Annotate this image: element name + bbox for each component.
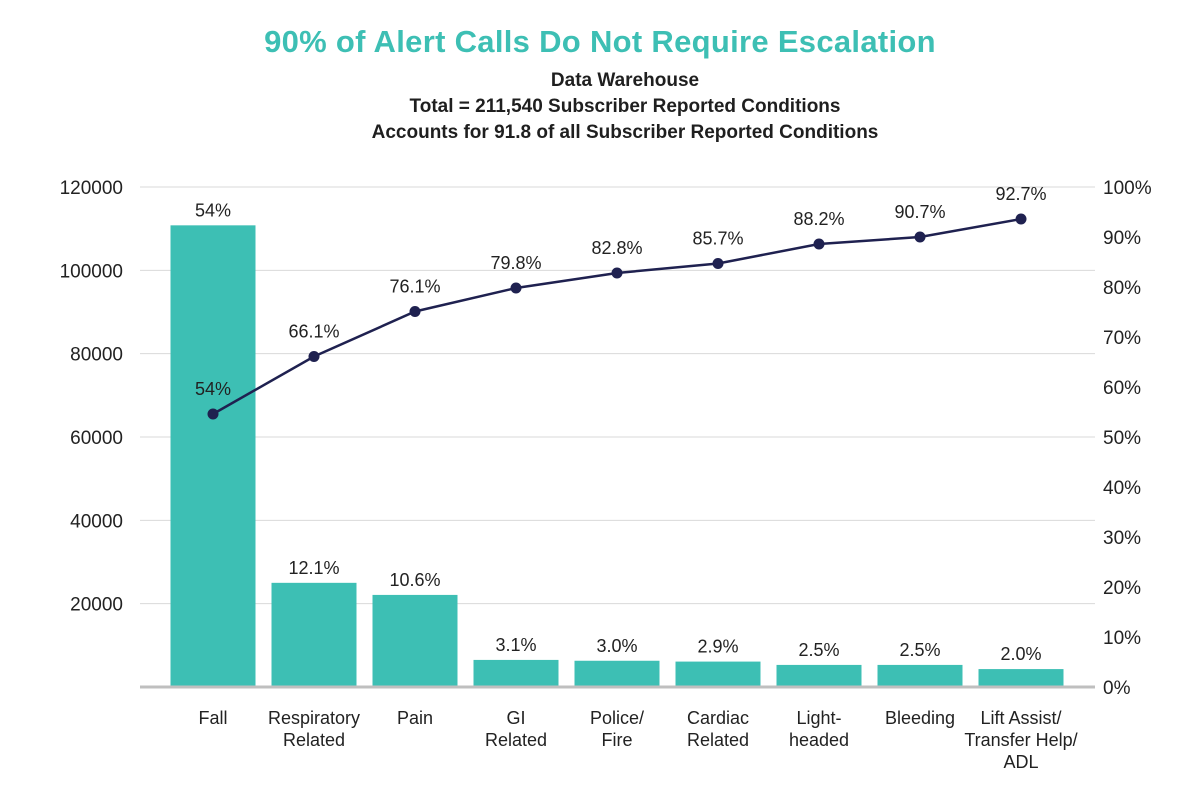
y-left-tick-label: 20000 — [70, 595, 123, 616]
bar — [978, 669, 1064, 687]
bar-data-label: 2.0% — [1000, 644, 1041, 664]
bar-data-label: 2.5% — [899, 640, 940, 660]
x-category-label: GI Related — [485, 708, 547, 750]
bar — [170, 225, 256, 688]
bar-data-label: 2.5% — [798, 640, 839, 660]
x-category-label: Light-headed — [789, 708, 849, 750]
line-point — [1015, 213, 1027, 225]
bar — [372, 594, 458, 687]
y-right-tick-label: 0% — [1103, 678, 1131, 699]
line-data-label: 54% — [195, 379, 231, 399]
y-right-tick-label: 70% — [1103, 328, 1141, 349]
line-point — [914, 231, 926, 243]
bar — [877, 664, 963, 687]
line-data-label: 66.1% — [288, 322, 339, 342]
line-data-label: 82.8% — [591, 238, 642, 258]
x-category-label: Pain — [397, 708, 433, 728]
bar-data-label: 10.6% — [389, 570, 440, 590]
y-left-tick-label: 120000 — [60, 178, 123, 199]
y-left-tick-label: 80000 — [70, 345, 123, 366]
y-right-tick-label: 100% — [1103, 178, 1152, 199]
bar-data-label: 54% — [195, 200, 231, 220]
x-category-label: Lift Assist/Transfer Help/ADL — [964, 708, 1077, 772]
y-left-tick-label: 100000 — [60, 261, 123, 282]
line-data-label: 85.7% — [692, 229, 743, 249]
line-data-label: 76.1% — [389, 277, 440, 297]
y-left-tick-label: 60000 — [70, 428, 123, 449]
y-right-tick-label: 40% — [1103, 478, 1141, 499]
x-category-label: Cardiac Related — [687, 708, 749, 750]
y-right-tick-label: 90% — [1103, 228, 1141, 249]
x-category-label: Fall — [198, 708, 227, 728]
line-point — [813, 238, 825, 250]
y-right-tick-label: 30% — [1103, 528, 1141, 549]
bar — [675, 661, 761, 687]
line-point — [712, 258, 724, 269]
y-right-tick-label: 50% — [1103, 428, 1141, 449]
chart-title: 90% of Alert Calls Do Not Require Escala… — [264, 24, 936, 59]
y-right-tick-label: 10% — [1103, 628, 1141, 649]
x-category-label: Police/Fire — [590, 708, 644, 750]
bar-data-label: 3.1% — [495, 635, 536, 655]
line-point — [611, 267, 623, 279]
bar-data-label: 12.1% — [288, 558, 339, 578]
y-right-tick-label: 60% — [1103, 378, 1141, 399]
x-category-label: Respiratory Related — [268, 708, 360, 750]
line-point — [207, 408, 219, 420]
y-right-tick-label: 20% — [1103, 578, 1141, 599]
bar-data-label: 2.9% — [697, 637, 738, 657]
line-data-label: 88.2% — [793, 209, 844, 229]
x-category-label: Bleeding — [885, 708, 955, 728]
line-data-label: 79.8% — [490, 253, 541, 273]
chart-subtitle-line-2: Total = 211,540 Subscriber Reported Cond… — [409, 96, 841, 117]
y-left-tick-label: 40000 — [70, 511, 123, 532]
chart-subtitle-line-3: Accounts for 91.8 of all Subscriber Repo… — [371, 122, 879, 143]
bar — [574, 660, 660, 687]
bar — [473, 659, 559, 687]
line-point — [510, 282, 522, 294]
y-right-tick-label: 80% — [1103, 278, 1141, 299]
bar — [776, 664, 862, 687]
line-data-label: 92.7% — [995, 184, 1046, 204]
line-data-label: 90.7% — [894, 202, 945, 222]
chart-subtitle-line-1: Data Warehouse — [550, 70, 700, 91]
bar-data-label: 3.0% — [596, 636, 637, 656]
line-point — [409, 306, 421, 317]
bar — [271, 582, 357, 687]
line-point — [308, 351, 320, 362]
